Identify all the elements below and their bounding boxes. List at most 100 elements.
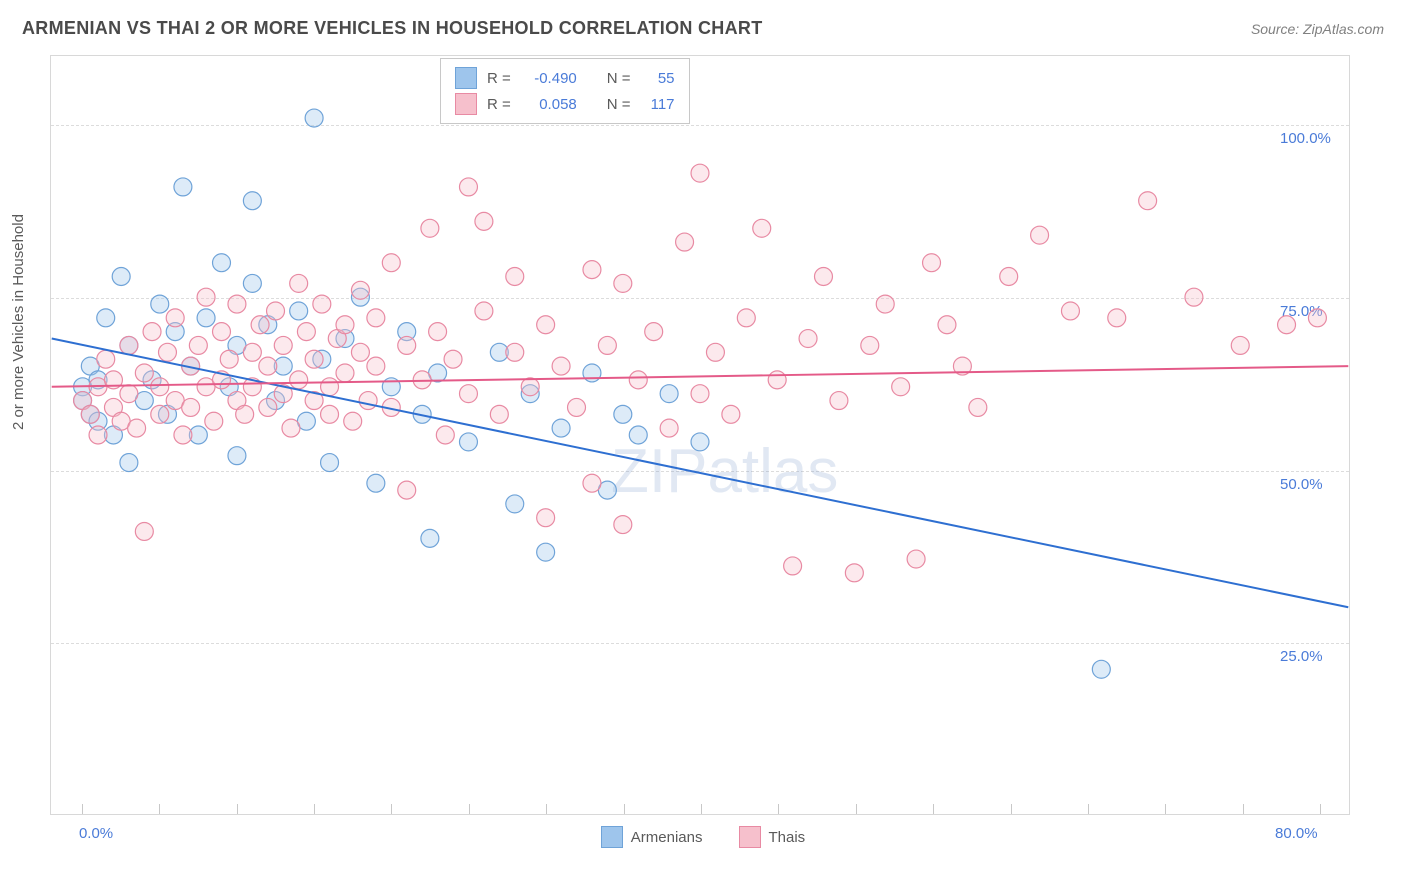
scatter-point <box>220 350 238 368</box>
scatter-point <box>1061 302 1079 320</box>
scatter-point <box>614 516 632 534</box>
scatter-point <box>321 378 339 396</box>
scatter-point <box>367 474 385 492</box>
scatter-point <box>1185 288 1203 306</box>
scatter-point <box>112 268 130 286</box>
scatter-point <box>228 447 246 465</box>
scatter-point <box>614 274 632 292</box>
scatter-point <box>421 529 439 547</box>
scatter-point <box>737 309 755 327</box>
scatter-point <box>722 405 740 423</box>
scatter-point <box>159 343 177 361</box>
scatter-point <box>197 288 215 306</box>
scatter-point <box>436 426 454 444</box>
scatter-point <box>120 385 138 403</box>
scatter-point <box>398 481 416 499</box>
scatter-point <box>506 343 524 361</box>
scatter-point <box>1108 309 1126 327</box>
scatter-point <box>691 164 709 182</box>
scatter-point <box>243 343 261 361</box>
scatter-point <box>429 323 447 341</box>
scatter-point <box>1308 309 1326 327</box>
legend-stat-row: R =0.058N =117 <box>455 91 675 117</box>
scatter-point <box>861 336 879 354</box>
scatter-point <box>552 419 570 437</box>
scatter-point <box>845 564 863 582</box>
chart-svg <box>51 56 1349 814</box>
scatter-point <box>382 254 400 272</box>
scatter-point <box>359 392 377 410</box>
scatter-point <box>537 316 555 334</box>
x-tick-label: 80.0% <box>1275 825 1318 842</box>
scatter-point <box>282 419 300 437</box>
scatter-point <box>213 323 231 341</box>
scatter-point <box>135 364 153 382</box>
x-tick-label: 0.0% <box>79 825 113 842</box>
scatter-point <box>768 371 786 389</box>
scatter-point <box>135 522 153 540</box>
scatter-point <box>336 316 354 334</box>
scatter-point <box>267 302 285 320</box>
chart-title: ARMENIAN VS THAI 2 OR MORE VEHICLES IN H… <box>22 18 763 39</box>
scatter-point <box>1139 192 1157 210</box>
scatter-point <box>290 274 308 292</box>
scatter-point <box>1000 268 1018 286</box>
scatter-point <box>120 336 138 354</box>
scatter-point <box>568 398 586 416</box>
scatter-point <box>1278 316 1296 334</box>
scatter-point <box>645 323 663 341</box>
legend-series-item: Thais <box>739 826 806 848</box>
scatter-point <box>552 357 570 375</box>
scatter-point <box>89 426 107 444</box>
scatter-point <box>784 557 802 575</box>
legend-stat-row: R =-0.490N =55 <box>455 65 675 91</box>
legend-swatch <box>739 826 761 848</box>
legend-swatch <box>455 93 477 115</box>
scatter-point <box>969 398 987 416</box>
scatter-point <box>305 350 323 368</box>
scatter-point <box>305 109 323 127</box>
scatter-point <box>97 350 115 368</box>
legend-r-label: R = <box>487 70 511 87</box>
scatter-point <box>344 412 362 430</box>
scatter-point <box>691 385 709 403</box>
scatter-point <box>97 309 115 327</box>
scatter-point <box>367 357 385 375</box>
scatter-point <box>143 323 161 341</box>
legend-bottom: ArmeniansThais <box>0 826 1406 852</box>
scatter-point <box>259 398 277 416</box>
legend-swatch <box>455 67 477 89</box>
scatter-point <box>174 426 192 444</box>
scatter-point <box>506 268 524 286</box>
scatter-point <box>398 336 416 354</box>
scatter-point <box>205 412 223 430</box>
scatter-point <box>706 343 724 361</box>
scatter-point <box>174 178 192 196</box>
legend-r-value: 0.058 <box>521 96 577 113</box>
legend-n-label: N = <box>607 96 631 113</box>
scatter-point <box>120 454 138 472</box>
scatter-point <box>583 364 601 382</box>
scatter-point <box>907 550 925 568</box>
scatter-point <box>892 378 910 396</box>
scatter-point <box>629 371 647 389</box>
legend-series-label: Thais <box>769 829 806 846</box>
scatter-point <box>923 254 941 272</box>
scatter-point <box>243 192 261 210</box>
scatter-point <box>259 357 277 375</box>
scatter-point <box>297 323 315 341</box>
scatter-point <box>274 336 292 354</box>
scatter-point <box>321 454 339 472</box>
scatter-point <box>660 385 678 403</box>
scatter-point <box>521 378 539 396</box>
scatter-point <box>336 364 354 382</box>
scatter-point <box>629 426 647 444</box>
scatter-point <box>1092 660 1110 678</box>
scatter-point <box>236 405 254 423</box>
scatter-point <box>197 309 215 327</box>
scatter-point <box>243 274 261 292</box>
scatter-point <box>815 268 833 286</box>
scatter-point <box>290 371 308 389</box>
scatter-point <box>475 302 493 320</box>
scatter-point <box>799 330 817 348</box>
